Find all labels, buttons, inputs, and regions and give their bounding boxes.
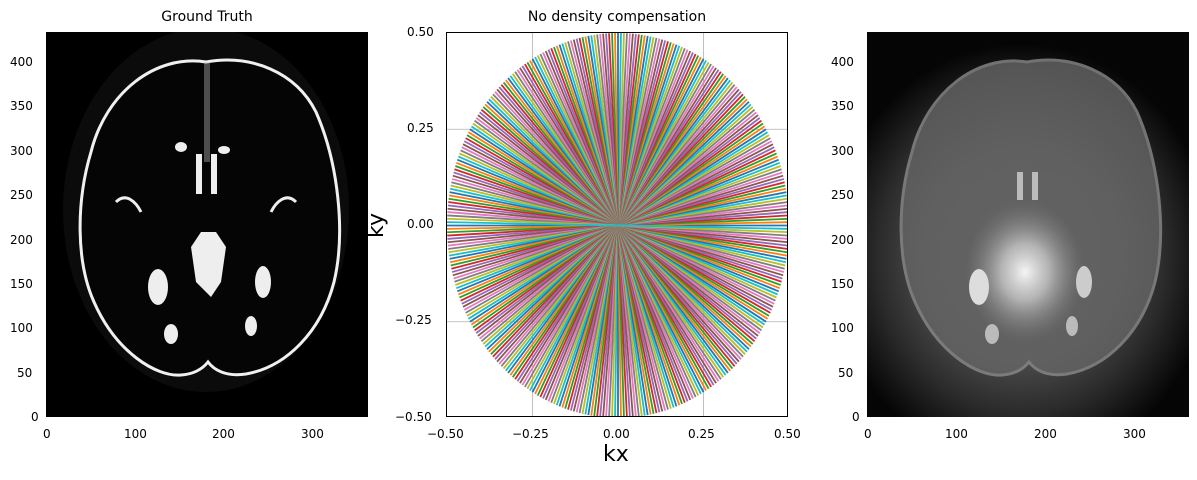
ytick: 0.00 — [407, 217, 434, 231]
ytick: 350 — [831, 99, 854, 113]
ground-truth-image — [46, 32, 368, 417]
ytick: 150 — [10, 277, 33, 291]
ytick: 250 — [831, 188, 854, 202]
xtick: 0.50 — [774, 427, 801, 441]
ytick: 200 — [10, 233, 33, 247]
ytick: 0.50 — [407, 25, 434, 39]
ytick: −0.25 — [395, 313, 432, 327]
xtick: 0 — [43, 427, 51, 441]
ytick: 0.25 — [407, 121, 434, 135]
ytick: −0.50 — [395, 410, 432, 424]
ytick: 300 — [10, 144, 33, 158]
ytick: 200 — [831, 233, 854, 247]
xtick: 300 — [1123, 427, 1146, 441]
ytick: 300 — [831, 144, 854, 158]
xtick: 300 — [301, 427, 324, 441]
xlabel-kx: kx — [603, 442, 629, 467]
xtick: 0 — [864, 427, 872, 441]
ytick: 400 — [10, 55, 33, 69]
xtick: 100 — [945, 427, 968, 441]
xtick: −0.50 — [427, 427, 464, 441]
kspace-plot — [446, 32, 788, 417]
xtick: 200 — [212, 427, 235, 441]
ytick: 0 — [852, 410, 860, 424]
xtick: 0.00 — [603, 427, 630, 441]
ylabel-ky: ky — [363, 213, 389, 238]
reconstruction-image — [867, 32, 1189, 417]
ytick: 100 — [831, 321, 854, 335]
ytick: 100 — [10, 321, 33, 335]
ytick: 400 — [831, 55, 854, 69]
xtick: 0.25 — [688, 427, 715, 441]
ytick: 50 — [838, 366, 854, 380]
xtick: 200 — [1034, 427, 1057, 441]
panel2-title: No density compensation — [527, 9, 707, 25]
ytick: 350 — [10, 99, 33, 113]
ytick: 50 — [17, 366, 33, 380]
xtick: −0.25 — [512, 427, 549, 441]
ytick: 250 — [10, 188, 33, 202]
panel1-title: Ground Truth — [161, 9, 253, 25]
ytick: 150 — [831, 277, 854, 291]
ytick: 0 — [31, 410, 39, 424]
xtick: 100 — [124, 427, 147, 441]
